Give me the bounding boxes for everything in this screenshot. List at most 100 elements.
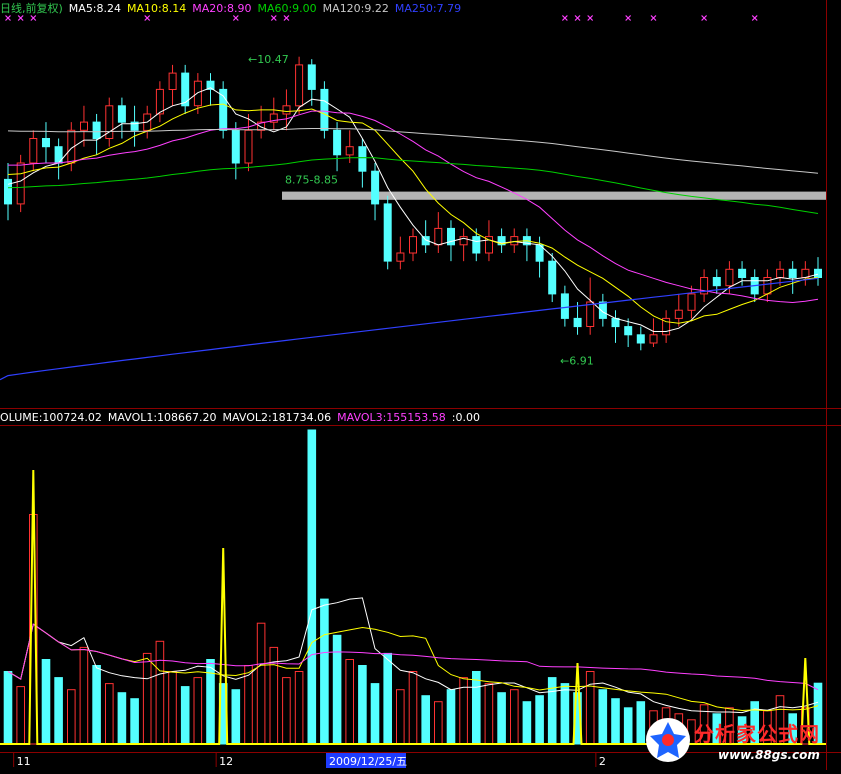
candle-body — [447, 227, 455, 246]
watermark-title: 分析家公式网 — [694, 722, 820, 746]
volume-bar — [231, 689, 241, 745]
ma20-line — [8, 110, 819, 304]
candle-body — [117, 105, 126, 123]
mavol2-line — [7, 623, 819, 712]
volume-bar — [244, 665, 253, 745]
price-legend-item-1: MA5:8.24 — [69, 2, 121, 15]
volume-bars — [3, 429, 823, 745]
volume-bar — [408, 671, 418, 745]
candle-body — [92, 121, 101, 139]
candle-body — [548, 260, 557, 295]
volume-legend-item-0: OLUME:100724.02 — [0, 411, 102, 424]
signal-marker — [650, 15, 657, 21]
candle-body — [738, 268, 747, 278]
volume-bar — [142, 652, 152, 745]
candle-body — [421, 236, 430, 246]
volume-bar — [611, 698, 620, 745]
candle-body — [244, 129, 253, 164]
candle-body — [219, 88, 228, 131]
volume-legend: OLUME:100724.02 MAVOL1:108667.20 MAVOL2:18… — [0, 411, 480, 424]
volume-bar — [105, 683, 114, 745]
resistance-band-label: 8.75-8.85 — [285, 174, 338, 187]
spike-indicator-line — [0, 469, 826, 745]
candle-body — [42, 138, 50, 148]
candle-body — [662, 317, 671, 336]
signal-markers — [5, 15, 758, 21]
volume-bar — [3, 671, 13, 745]
candle-body — [193, 80, 202, 107]
candle-body — [712, 277, 721, 287]
date-label: 12 — [219, 755, 233, 768]
candle-body — [611, 317, 620, 328]
volume-bar — [16, 686, 25, 745]
volume-bar — [535, 695, 544, 745]
volume-legend-item-1: MAVOL1:108667.20 — [108, 411, 217, 424]
candle-body — [206, 80, 215, 90]
ma5-line — [7, 87, 819, 332]
signal-marker — [5, 15, 11, 21]
ma10-line — [7, 103, 819, 324]
date-label: 2009/12/25/五 — [329, 755, 407, 768]
candle-body — [282, 105, 291, 115]
volume-bar — [130, 698, 139, 745]
price-legend-item-4: MA60:9.00 — [257, 2, 316, 15]
volume-bar — [180, 686, 190, 745]
price-legend-item-3: MA20:8.90 — [192, 2, 251, 15]
volume-bar — [92, 665, 101, 745]
candle-body — [358, 146, 367, 172]
volume-bar — [282, 677, 291, 745]
candle-body — [307, 64, 316, 90]
volume-bar — [446, 689, 456, 745]
candle-body — [231, 129, 240, 164]
signal-marker — [270, 15, 277, 21]
mavol3-line — [7, 623, 819, 691]
candle-body — [497, 236, 506, 246]
candle-body — [155, 88, 164, 115]
signal-marker — [701, 15, 708, 21]
signal-marker — [232, 15, 239, 21]
candle-body — [573, 317, 582, 328]
candle-body — [181, 72, 190, 107]
candle-body — [472, 236, 481, 254]
volume-average-lines — [7, 597, 819, 714]
volume-bar — [585, 671, 595, 745]
price-legend-item-5: MA120:9.22 — [323, 2, 389, 15]
volume-bar — [623, 707, 633, 745]
volume-spike-indicator — [0, 469, 826, 745]
candle-body — [700, 277, 709, 295]
candle-body — [320, 88, 329, 131]
resistance-band — [282, 191, 826, 200]
date-label: 2 — [599, 755, 606, 768]
volume-bar — [168, 671, 177, 745]
candle-body — [257, 121, 266, 131]
volume-bar — [573, 692, 582, 745]
volume-legend-item-4: :0.00 — [452, 411, 480, 424]
candle-body — [624, 326, 633, 336]
signal-marker — [574, 15, 581, 21]
candle-body — [434, 227, 443, 246]
candle-body — [776, 268, 785, 278]
volume-bar — [320, 598, 329, 745]
candle-body — [801, 268, 810, 278]
candle-body — [560, 293, 569, 319]
volume-bar — [294, 671, 304, 745]
volume-bar — [434, 701, 443, 745]
candle-body — [16, 162, 25, 205]
volume-bar — [396, 689, 405, 745]
high-price-label: ←10.47 — [248, 53, 289, 66]
volume-bar — [370, 683, 380, 745]
candle-body — [485, 236, 493, 254]
candle-body — [788, 268, 797, 278]
candle-body — [168, 72, 177, 90]
volume-bar — [472, 671, 481, 745]
volume-bar — [345, 659, 354, 745]
watermark-badge-icon — [646, 718, 690, 762]
volume-bar — [41, 659, 51, 745]
signal-marker — [30, 15, 37, 21]
signal-marker — [625, 15, 632, 21]
candle-body — [396, 252, 405, 262]
volume-bar — [256, 622, 266, 745]
candle-body — [29, 138, 38, 164]
